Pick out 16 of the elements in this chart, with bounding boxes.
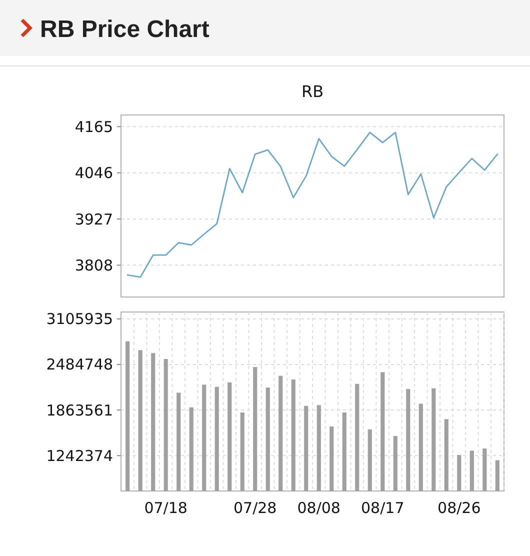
- chart-title: RB Price Chart: [40, 16, 210, 43]
- y-tick-label: 3927: [74, 210, 113, 228]
- y-tick-label: 3808: [74, 256, 113, 274]
- x-tick-label: 08/17: [361, 499, 404, 517]
- y-tick-label: 3105935: [46, 310, 113, 328]
- x-tick-label: 08/26: [438, 499, 481, 517]
- y-tick-label: 4165: [74, 118, 113, 136]
- x-tick-label: 08/08: [297, 499, 340, 517]
- y-tick-label: 1863561: [46, 401, 113, 420]
- y-tick-label: 4046: [74, 164, 113, 182]
- line-series: [126, 132, 498, 278]
- y-tick-label: 2484748: [46, 356, 113, 374]
- x-tick-label: 07/28: [233, 499, 277, 517]
- x-tick-label: 07/18: [144, 499, 188, 517]
- chart-subtitle: RB: [301, 82, 324, 101]
- y-tick-label: 1242374: [46, 446, 113, 465]
